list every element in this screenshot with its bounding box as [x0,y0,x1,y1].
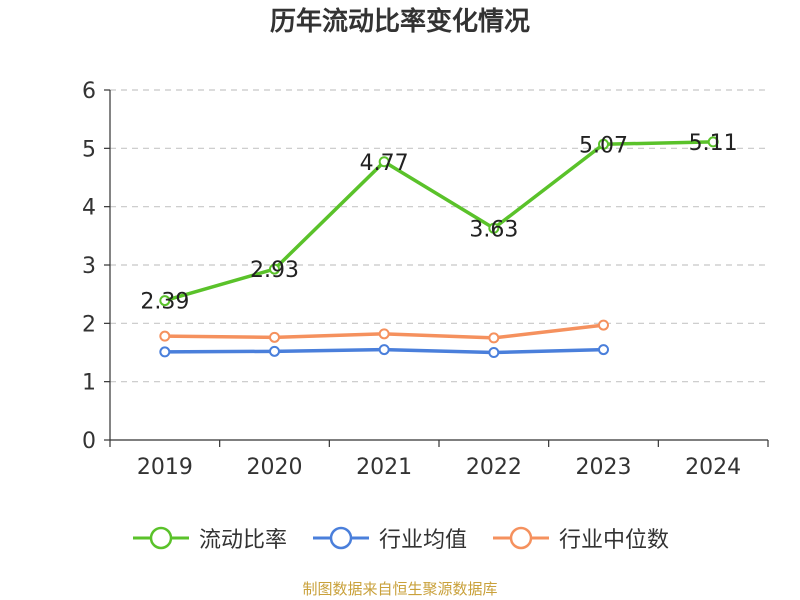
x-tick-label: 2023 [576,455,632,480]
y-tick-label: 3 [82,254,96,279]
x-tick-label: 2019 [137,455,193,480]
x-tick-label: 2022 [466,455,522,480]
data-label: 5.07 [579,133,628,158]
data-label: 5.11 [689,131,738,156]
y-tick-label: 2 [82,312,96,337]
data-label: 4.77 [360,151,409,176]
series-lines [159,136,719,358]
data-label: 3.63 [469,217,518,242]
data-label: 2.93 [250,258,299,283]
y-tick-label: 4 [82,196,96,221]
data-point [378,344,390,356]
legend-item[interactable]: 流动比率 [131,522,287,554]
y-tick-label: 5 [82,137,96,162]
axes: 0 1 2 3 4 5 6 2019 2020 2021 2022 2023 2024 [82,79,769,480]
data-point [488,347,500,358]
source-note: 制图数据来自恒生聚源数据库 [302,580,498,598]
data-point [269,345,280,357]
chart-title: 历年流动比率变化情况 [269,7,530,37]
x-tick-label: 2024 [685,455,741,480]
y-tick-label: 1 [82,371,96,396]
data-point [488,222,500,234]
data-point [159,295,171,307]
legend: 流动比率 行业均值 行业中位数 [0,518,800,558]
x-tick-label: 2020 [247,455,303,480]
legend-label: 行业均值 [378,528,467,553]
data-point [378,156,390,168]
data-point [269,331,280,343]
legend-marker-icon [312,526,369,550]
data-point [707,136,719,148]
legend-label: 流动比率 [198,528,287,553]
data-point [159,330,171,342]
data-point [269,263,280,275]
data-labels: 2.39 2.93 4.77 3.63 5.07 5.11 [140,131,737,315]
legend-label: 行业中位数 [559,528,670,553]
legend-marker-icon [132,526,189,550]
x-tick-label: 2021 [356,455,412,480]
legend-item[interactable]: 行业中位数 [491,522,669,554]
data-point [598,138,609,150]
legend-item[interactable]: 行业均值 [311,522,467,554]
data-point [159,346,171,358]
data-point [598,344,609,356]
series-line-0 [164,140,714,303]
data-point [488,332,500,344]
y-tick-label: 6 [82,79,96,104]
legend-marker-icon [493,526,549,550]
data-label: 2.39 [140,290,189,315]
data-point [598,319,609,331]
y-tick-label: 0 [82,429,96,454]
data-point [378,328,390,340]
